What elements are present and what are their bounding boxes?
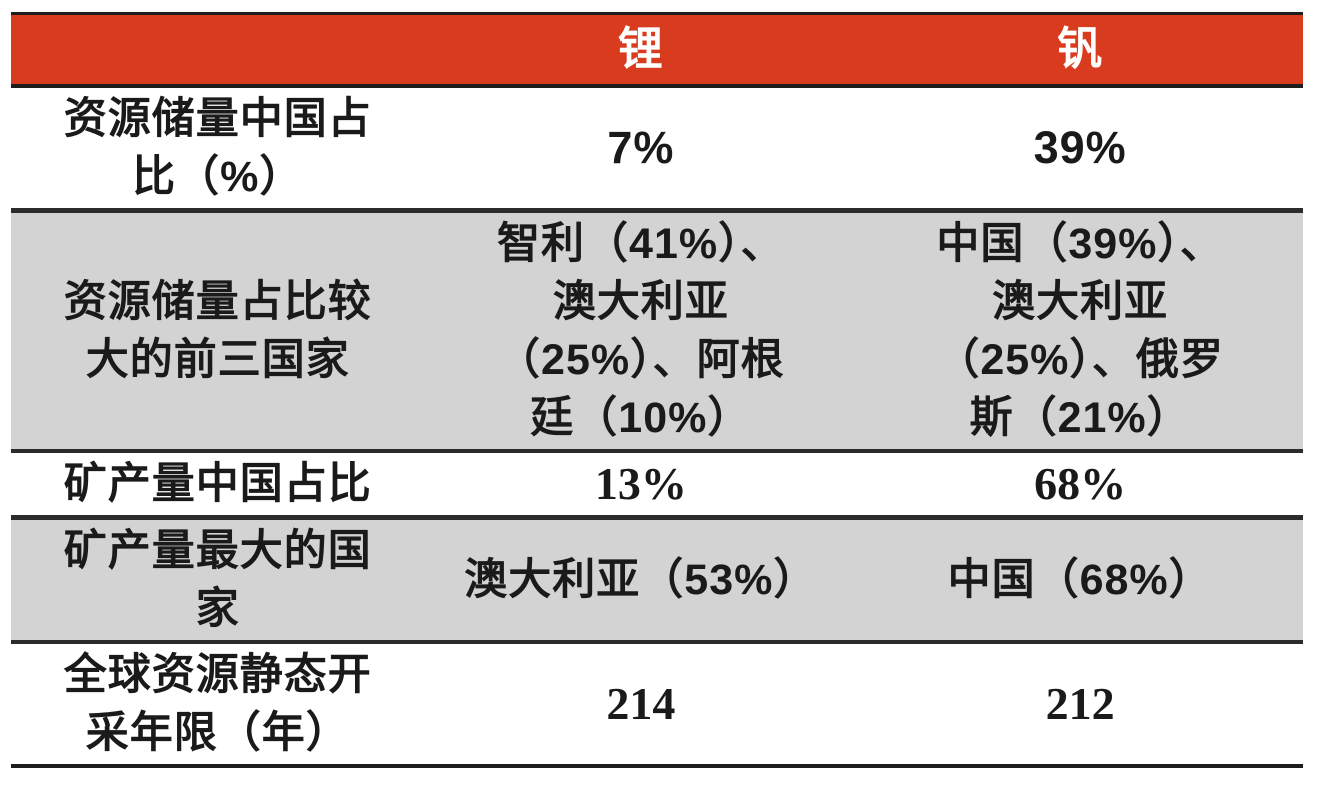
- lithium-value: 13%: [594, 457, 687, 509]
- table-row-static-mining-years: 全球资源静态开 采年限（年） 214 212: [11, 641, 1303, 766]
- table-row-reserves-china-share: 资源储量中国占 比（%） 7% 39%: [11, 85, 1303, 210]
- table-row-largest-producer: 矿产量最大的国 家 澳大利亚（53%） 中国（68%）: [11, 517, 1303, 642]
- table-row-top3-reserve-countries: 资源储量占比较 大的前三国家 智利（41%）、 澳大利亚 （25%）、阿根 廷（…: [11, 210, 1303, 451]
- row-label: 资源储量占比较 大的前三国家: [63, 277, 372, 384]
- table-row-production-china-share: 矿产量中国占比 13% 68%: [11, 450, 1303, 517]
- lithium-value: 智利（41%）、 澳大利亚 （25%）、阿根 廷（10%）: [497, 219, 785, 442]
- row-label: 矿产量最大的国 家: [63, 526, 372, 633]
- header-lithium: 锂: [617, 23, 664, 75]
- vanadium-value: 39%: [1033, 121, 1127, 173]
- header-empty-cell: [11, 14, 424, 86]
- row-label: 全球资源静态开 采年限（年）: [63, 650, 372, 757]
- lithium-value: 214: [606, 677, 676, 729]
- lithium-value: 7%: [607, 121, 675, 173]
- vanadium-value: 68%: [1034, 457, 1127, 509]
- lithium-value: 澳大利亚（53%）: [464, 555, 818, 604]
- row-label: 资源储量中国占 比（%）: [63, 94, 372, 201]
- header-vanadium: 钒: [1057, 23, 1104, 75]
- vanadium-value: 中国（68%）: [947, 555, 1213, 604]
- row-label: 矿产量中国占比: [63, 459, 372, 508]
- vanadium-value: 212: [1045, 677, 1115, 729]
- header-row: 锂 钒: [11, 13, 1303, 86]
- vanadium-value: 中国（39%）、 澳大利亚 （25%）、俄罗 斯（21%）: [936, 219, 1224, 442]
- comparison-table: 锂 钒 资源储量中国占 比（%） 7% 39% 资源储量占比较 大的前三国家 智…: [11, 12, 1303, 768]
